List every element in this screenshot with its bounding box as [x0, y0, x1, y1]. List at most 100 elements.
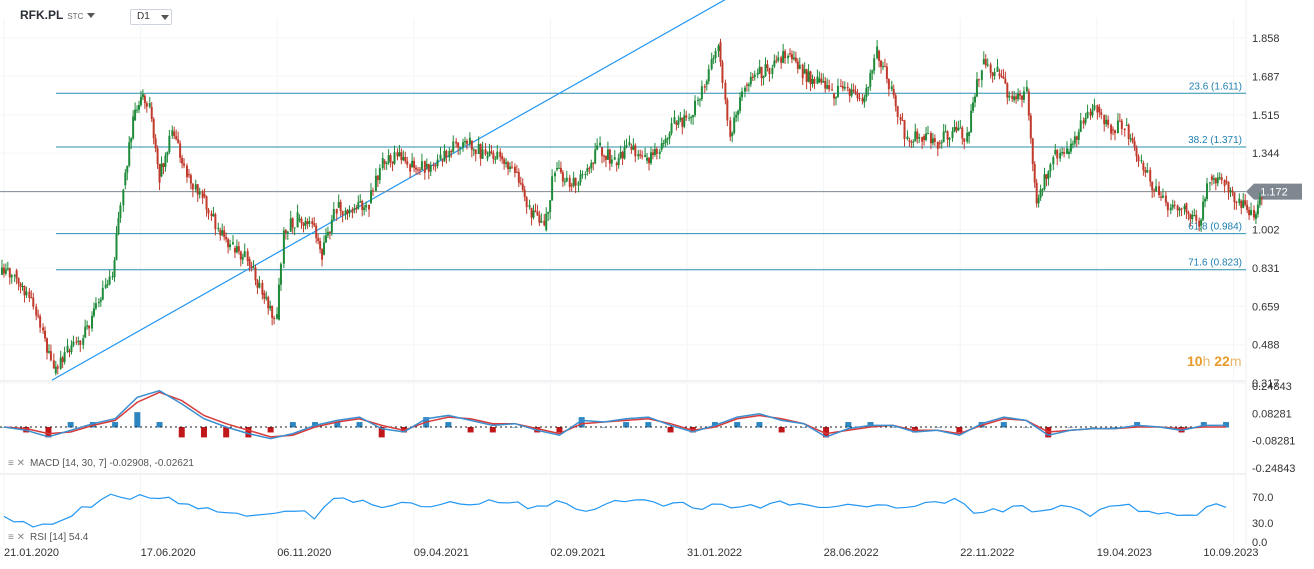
macd-histogram-bar	[956, 427, 963, 433]
candle-body	[30, 297, 33, 299]
candle-body	[916, 131, 919, 139]
candle-body	[239, 251, 242, 260]
candle-body	[764, 64, 767, 77]
candle-body	[584, 174, 587, 176]
candle-body	[282, 230, 285, 264]
candle-body	[632, 145, 635, 150]
candle-body	[77, 340, 80, 342]
candle-body	[106, 284, 109, 286]
candle-body	[586, 168, 589, 172]
candle-body	[463, 140, 466, 143]
symbol-dropdown-icon[interactable]	[87, 13, 95, 18]
candle-body	[1113, 130, 1116, 134]
candle-body	[143, 95, 146, 104]
candle-body	[1066, 148, 1069, 154]
candle-body	[914, 131, 917, 142]
candle-body	[391, 161, 394, 164]
candle-body	[1258, 197, 1261, 205]
y-tick-label: 0.317	[1252, 378, 1280, 390]
candle-body	[1178, 208, 1181, 211]
candle-body	[1112, 129, 1115, 131]
candle-body	[1073, 136, 1076, 144]
candle-body	[300, 218, 303, 224]
candle-body	[59, 357, 62, 369]
candle-body	[617, 157, 620, 166]
candle-body	[977, 79, 980, 81]
candle-body	[418, 169, 421, 171]
candle-body	[267, 297, 270, 309]
candle-body	[396, 152, 399, 157]
candle-body	[361, 201, 364, 210]
x-tick-label: 10.09.2023	[1203, 547, 1258, 559]
candle-body	[1054, 150, 1057, 154]
candle-body	[1100, 112, 1103, 115]
macd-histogram-bar	[489, 427, 496, 433]
candle-body	[429, 165, 432, 172]
timeframe-value: D1	[137, 11, 150, 22]
candle-body	[1164, 195, 1167, 203]
candle-body	[1075, 136, 1078, 140]
candle-body	[927, 133, 930, 135]
candle-body	[323, 242, 326, 255]
candle-body	[1231, 190, 1234, 193]
candle-body	[834, 97, 837, 99]
candle-body	[1191, 214, 1194, 220]
candle-body	[1103, 114, 1106, 125]
candle-body	[1118, 120, 1121, 122]
candle-body	[370, 190, 373, 204]
candle-body	[561, 172, 564, 182]
candle-body	[1244, 200, 1247, 205]
candle-body	[749, 76, 752, 85]
candle-body	[1214, 178, 1217, 184]
candle-body	[21, 285, 24, 287]
candle-body	[39, 316, 42, 328]
candle-body	[448, 151, 451, 158]
candle-body	[52, 360, 55, 369]
candle-body	[465, 140, 468, 144]
candle-body	[1015, 96, 1018, 100]
candle-body	[824, 80, 827, 89]
symbol-label[interactable]: RFK.PL STC	[20, 8, 83, 22]
candle-body	[673, 117, 676, 124]
candle-body	[528, 205, 531, 208]
candle-body	[104, 284, 107, 288]
candle-body	[1206, 183, 1209, 200]
x-tick-label: 06.11.2020	[277, 547, 331, 559]
candle-body	[501, 156, 504, 160]
candle-body	[970, 110, 973, 132]
y-tick-label: 0.659	[1252, 301, 1280, 313]
candle-body	[304, 221, 307, 226]
candle-body	[1153, 190, 1156, 192]
candle-body	[1000, 76, 1003, 78]
candle-body	[653, 149, 656, 155]
countdown-hours: 10	[1187, 353, 1203, 369]
candle-body	[820, 78, 823, 83]
timeframe-select[interactable]: D1	[130, 9, 172, 25]
candle-body	[261, 282, 264, 295]
candle-body	[61, 357, 64, 363]
candle-body	[966, 132, 969, 142]
candle-body	[892, 89, 895, 96]
fib-level-label: 61.8 (0.984)	[1188, 222, 1242, 233]
candle-body	[468, 137, 471, 144]
candle-body	[265, 297, 268, 299]
candle-body	[227, 239, 230, 248]
candle-body	[867, 86, 870, 88]
candle-body	[751, 76, 754, 78]
candle-body	[1019, 93, 1022, 96]
candle-body	[982, 59, 985, 65]
candle-body	[156, 148, 159, 165]
candle-body	[1137, 156, 1140, 162]
candle-body	[980, 70, 983, 81]
candle-body	[496, 151, 499, 159]
candle-body	[490, 151, 493, 154]
candle-body	[441, 160, 444, 162]
candle-body	[577, 182, 580, 186]
candle-body	[183, 163, 186, 166]
candle-body	[1089, 111, 1092, 116]
candle-body	[570, 185, 573, 187]
candle-body	[1004, 78, 1007, 84]
candle-body	[1233, 192, 1236, 202]
candle-body	[119, 205, 122, 219]
